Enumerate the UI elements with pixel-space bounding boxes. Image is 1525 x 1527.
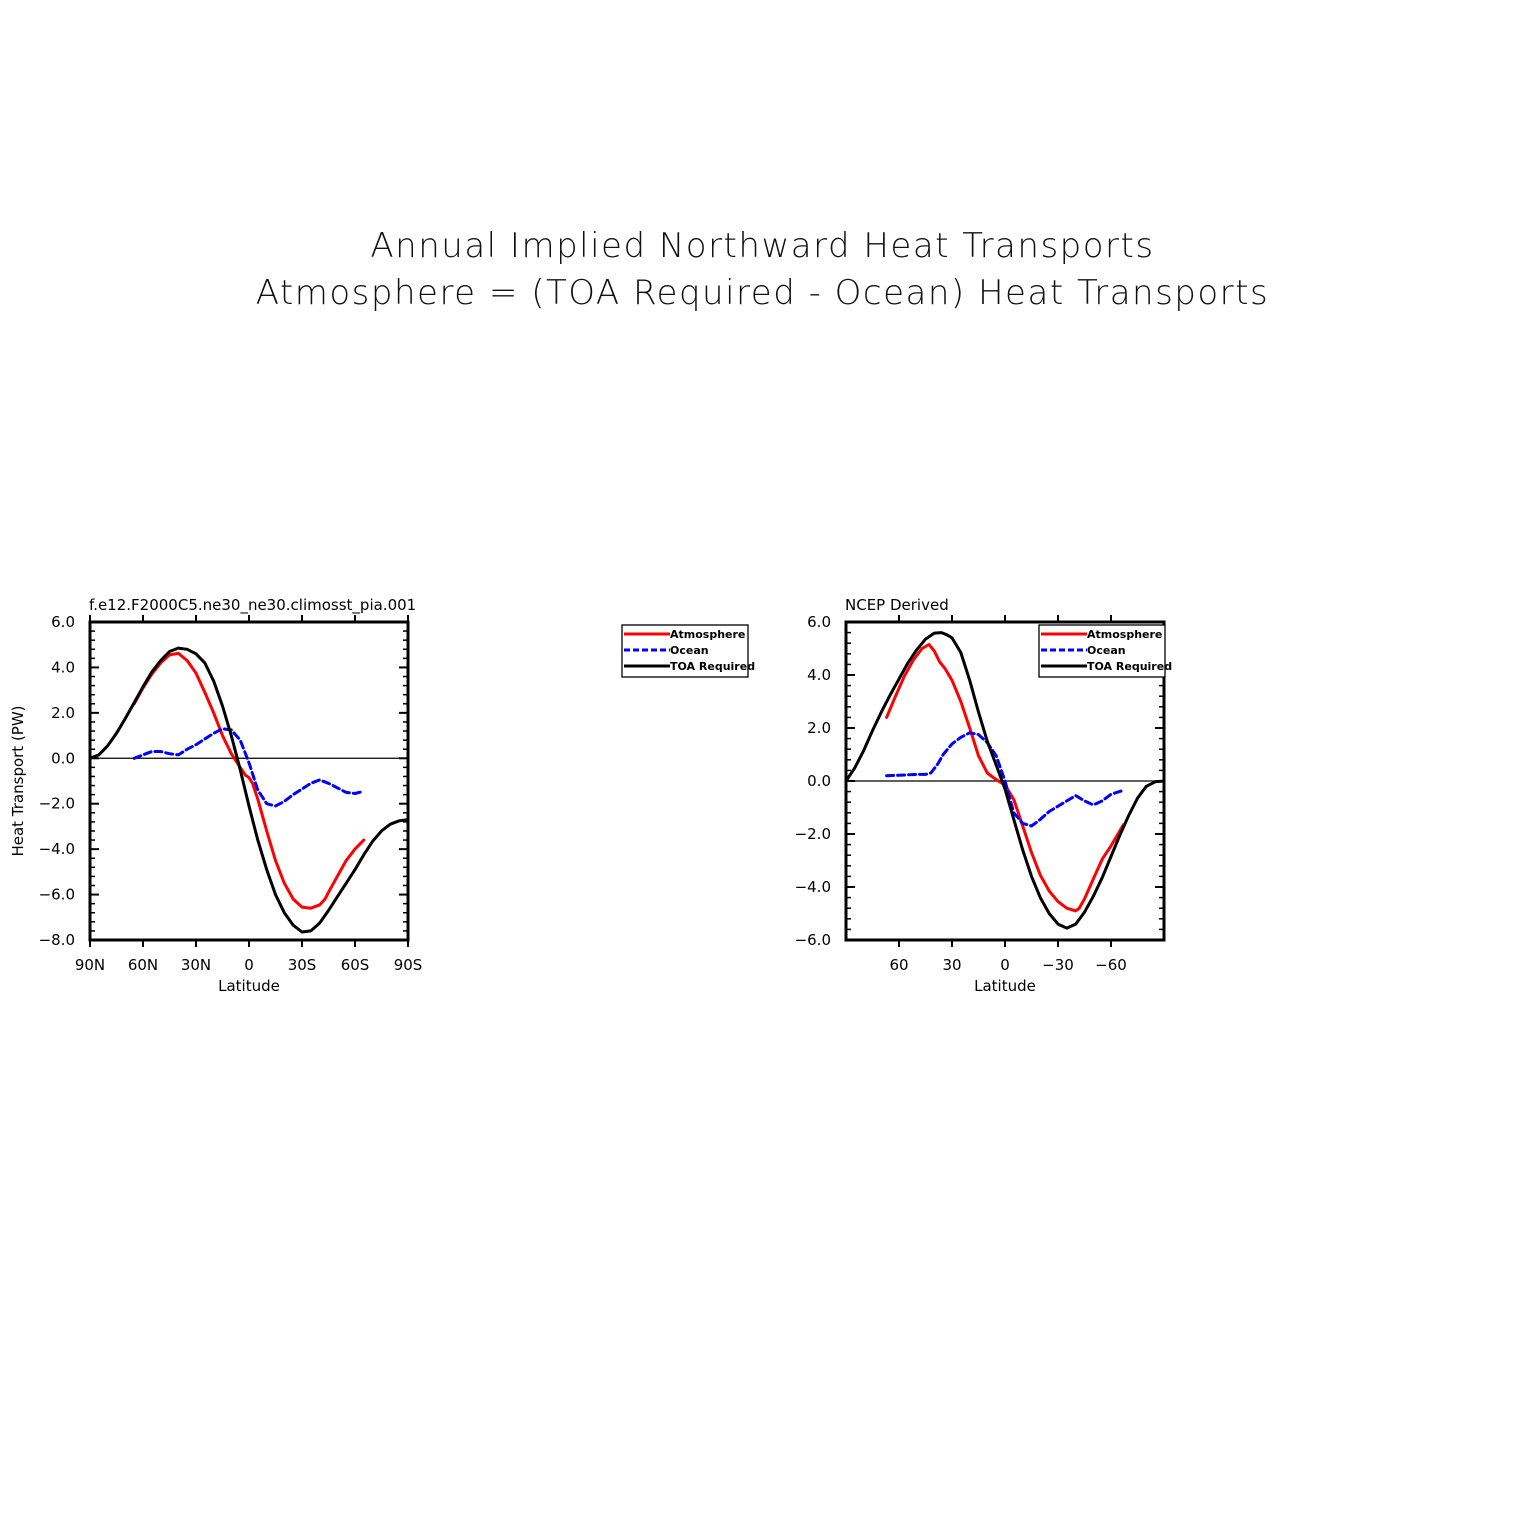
x-axis-title: Latitude — [218, 977, 280, 995]
y-tick-label: 6.0 — [51, 613, 75, 631]
y-tick-label: 2.0 — [51, 704, 75, 722]
x-tick-label: 90N — [75, 956, 105, 974]
legend-label: Atmosphere — [1087, 628, 1162, 641]
x-tick-label: 60N — [128, 956, 158, 974]
panel-title: f.e12.F2000C5.ne30_ne30.climosst_pia.001 — [89, 596, 416, 615]
x-tick-label: 0 — [244, 956, 254, 974]
y-tick-label: 2.0 — [807, 719, 831, 737]
figure-title: Annual Implied Northward Heat Transports — [370, 226, 1155, 266]
y-tick-label: −4.0 — [795, 878, 831, 896]
x-tick-label: 60 — [889, 956, 908, 974]
x-tick-label: −30 — [1042, 956, 1074, 974]
x-tick-label: 60S — [341, 956, 370, 974]
series-line-toa-required — [844, 631, 1166, 930]
legend-label: TOA Required — [1087, 660, 1172, 673]
y-tick-label: −6.0 — [39, 886, 75, 904]
series-line-toa-required — [88, 646, 410, 934]
x-axis-title: Latitude — [974, 977, 1036, 995]
y-tick-label: 0.0 — [51, 749, 75, 767]
y-tick-label: −8.0 — [39, 931, 75, 949]
series-line-atmosphere — [885, 643, 1125, 913]
y-tick-label: 4.0 — [807, 666, 831, 684]
legend-label: Ocean — [670, 644, 709, 657]
y-axis-title: Heat Transport (PW) — [9, 705, 27, 856]
legend-label: TOA Required — [670, 660, 755, 673]
series-line-ocean — [885, 731, 1125, 828]
y-tick-label: 0.0 — [807, 772, 831, 790]
panel-title: NCEP Derived — [845, 596, 949, 614]
legend-label: Ocean — [1087, 644, 1126, 657]
x-tick-label: −60 — [1095, 956, 1127, 974]
x-tick-label: 30 — [942, 956, 961, 974]
x-tick-label: 0 — [1000, 956, 1010, 974]
figure-subtitle: Atmosphere = (TOA Required - Ocean) Heat… — [255, 273, 1270, 313]
y-tick-label: −2.0 — [39, 795, 75, 813]
y-tick-label: 6.0 — [807, 613, 831, 631]
y-tick-label: −6.0 — [795, 931, 831, 949]
legend-label: Atmosphere — [670, 628, 745, 641]
x-tick-label: 30S — [288, 956, 317, 974]
y-tick-label: 4.0 — [51, 658, 75, 676]
series-line-ocean — [132, 727, 366, 808]
x-tick-label: 90S — [394, 956, 423, 974]
y-tick-label: −4.0 — [39, 840, 75, 858]
y-tick-label: −2.0 — [795, 825, 831, 843]
x-tick-label: 30N — [181, 956, 211, 974]
plot-frame — [88, 620, 410, 942]
series-line-atmosphere — [132, 651, 366, 910]
